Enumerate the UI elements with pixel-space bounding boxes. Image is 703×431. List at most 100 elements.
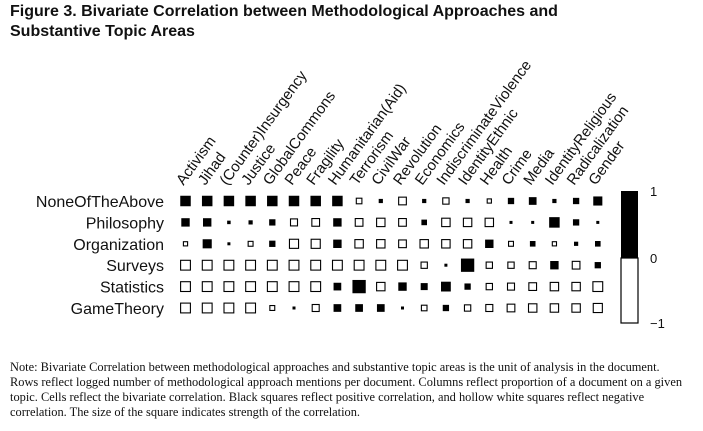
row-label-philosophy: Philosophy (86, 215, 164, 232)
colorbar-tick-2: −1 (650, 316, 665, 331)
row-labels: NoneOfTheAbove Philosophy Organization Surv… (36, 194, 164, 318)
cell-noneoftheabove-terrorism (355, 197, 363, 205)
row-label-organization: Organization (73, 237, 164, 254)
cell-gametheory-media (527, 303, 538, 313)
cell-gametheory-terrorism (355, 304, 363, 312)
colorbar-tick-0: 1 (650, 184, 657, 199)
cell-noneoftheabove-globalcommons (267, 195, 278, 207)
cell-philosophy-economics (421, 219, 427, 226)
cell-statistics-jihad (201, 281, 213, 293)
cell-surveys-peace (288, 259, 300, 271)
cell-gametheory-identityreligious (549, 303, 560, 313)
cell-statistics-civilwar (376, 281, 386, 292)
cell-gametheory-gender (592, 302, 603, 314)
cell-statistics-crime (506, 282, 516, 291)
cell-organization-activism (182, 241, 189, 247)
cell-organization-indiscriminateviolence (441, 239, 451, 249)
cell-gametheory-peace (292, 306, 296, 310)
cell-organization-peace (288, 238, 300, 249)
cell-statistics-health (485, 282, 493, 291)
cell-organization-revolution (398, 239, 407, 249)
cell-statistics-media (528, 282, 538, 291)
cell-noneoftheabove-peace (288, 195, 300, 207)
cell-surveys-radicalization (571, 260, 581, 270)
cell-noneoftheabove-economics (422, 198, 427, 204)
cell-noneoftheabove-radicalization (572, 197, 580, 205)
cell-noneoftheabove-health (486, 198, 492, 204)
row-label-gametheory: GameTheory (71, 301, 164, 318)
cell-philosophy-crime (509, 220, 513, 224)
cell-philosophy-indiscriminateviolence (441, 217, 451, 228)
cell-surveys-economics (420, 261, 428, 269)
cell-gametheory-radicalization (571, 303, 581, 313)
cell-surveys-counter-insurgency (223, 259, 235, 271)
cell-gametheory-economics (420, 304, 428, 312)
cell-organization-radicalization (574, 241, 579, 246)
cell-surveys-indiscriminateviolence (444, 263, 448, 267)
cell-statistics-justice (245, 281, 257, 293)
cell-surveys-health (485, 261, 493, 269)
cell-noneoftheabove-justice (245, 195, 256, 207)
cell-philosophy-health (484, 217, 495, 228)
cell-surveys-jihad (201, 259, 213, 271)
cell-surveys-identityreligious (550, 261, 559, 270)
column-labels: ActivismJihad(Counter)InsurgencyJusticeG… (173, 57, 632, 188)
cell-surveys-terrorism (353, 259, 365, 271)
cell-statistics-peace (288, 281, 300, 293)
cell-philosophy-peace (289, 218, 299, 227)
cell-philosophy-fragility (311, 218, 321, 227)
cell-gametheory-identityethnic (463, 304, 472, 312)
cell-statistics-gender (592, 281, 604, 293)
cell-philosophy-radicalization (572, 219, 580, 226)
figure-title: Figure 3. Bivariate Correlation between … (10, 3, 558, 40)
cell-organization-economics (419, 239, 429, 249)
cell-surveys-fragility (310, 259, 322, 271)
cell-statistics-humanitarian-aid (333, 282, 342, 291)
cell-noneoftheabove-media (528, 197, 537, 205)
cell-gametheory-civilwar (376, 304, 385, 312)
cell-philosophy-activism (181, 218, 190, 227)
colorbar-negative (620, 257, 639, 324)
row-label-statistics: Statistics (100, 280, 164, 297)
cell-surveys-media (528, 261, 537, 270)
cell-statistics-counter-insurgency (223, 281, 235, 293)
cell-organization-jihad (202, 239, 212, 249)
cell-gametheory-fragility (311, 303, 320, 313)
cell-statistics-globalcommons (266, 281, 278, 293)
cell-organization-civilwar (376, 239, 386, 249)
cell-organization-terrorism (354, 239, 364, 249)
cell-surveys-gender (594, 262, 601, 269)
cell-organization-media (529, 241, 536, 247)
cell-statistics-indiscriminateviolence (441, 281, 451, 292)
cell-organization-humanitarian-aid (333, 239, 342, 248)
cell-philosophy-media (531, 220, 535, 224)
cell-statistics-economics (420, 283, 428, 291)
cell-organization-gender (595, 241, 601, 247)
cell-philosophy-globalcommons (269, 219, 276, 226)
cell-noneoftheabove-humanitarian-aid (332, 195, 343, 207)
cell-gametheory-indiscriminateviolence (442, 304, 450, 312)
cell-noneoftheabove-fragility (310, 195, 321, 207)
row-label-surveys: Surveys (106, 258, 164, 275)
cell-gametheory-counter-insurgency (223, 302, 235, 314)
cell-surveys-globalcommons (266, 259, 278, 271)
cell-philosophy-revolution (398, 218, 407, 227)
cell-philosophy-humanitarian-aid (333, 218, 342, 227)
cell-organization-crime (507, 240, 514, 247)
cell-gametheory-justice (245, 302, 257, 314)
cell-noneoftheabove-identityreligious (552, 198, 557, 204)
cell-philosophy-identityreligious (549, 217, 560, 228)
cell-statistics-activism (180, 281, 191, 293)
cell-surveys-humanitarian-aid (331, 259, 343, 271)
cell-organization-globalcommons (269, 240, 276, 247)
cell-surveys-identityethnic (460, 258, 475, 272)
cell-gametheory-activism (180, 302, 191, 314)
cell-philosophy-jihad (203, 218, 212, 227)
cell-surveys-activism (180, 259, 191, 271)
figure-note: Note: Bivariate Correlation between meth… (10, 360, 683, 419)
cell-statistics-identityethnic (464, 283, 471, 290)
cell-surveys-civilwar (375, 259, 387, 271)
cell-noneoftheabove-civilwar (378, 198, 383, 204)
heatmap-cells (180, 195, 604, 314)
colorbar-tick-1: 0 (650, 251, 657, 266)
